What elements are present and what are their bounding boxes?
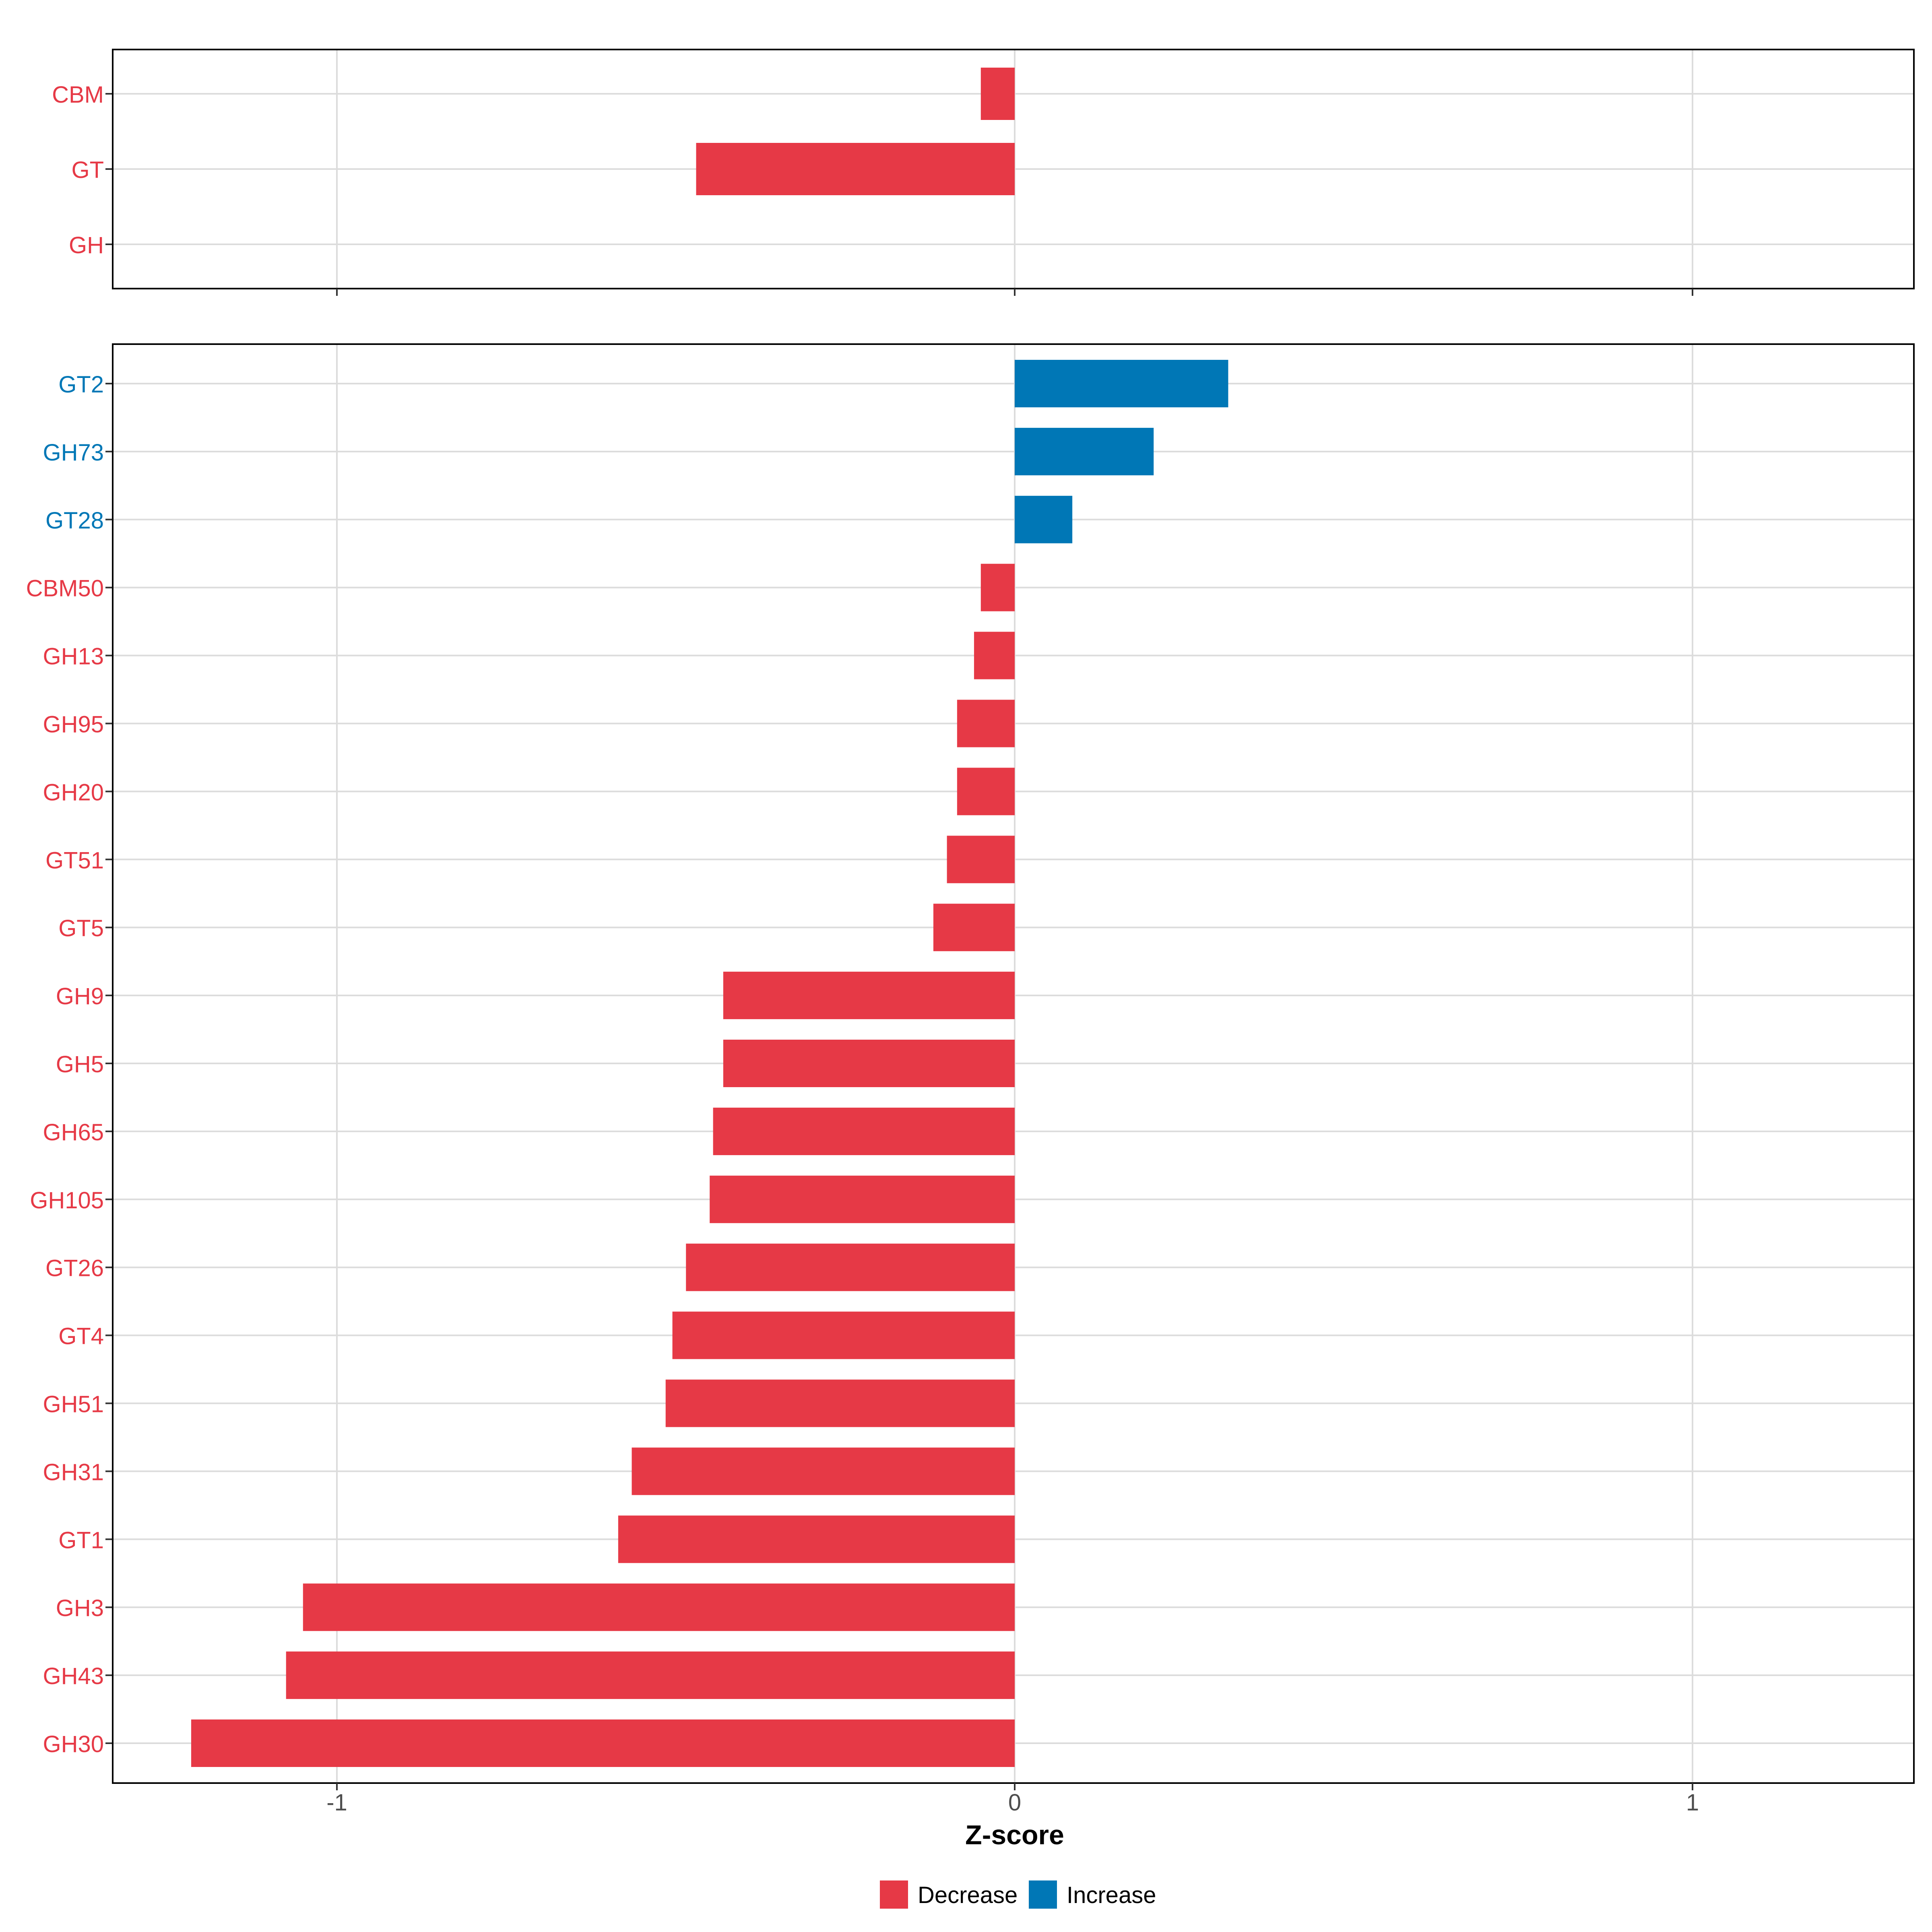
y-label-gh105: GH105: [30, 1187, 104, 1214]
y-label-gt4: GT4: [58, 1323, 104, 1350]
bar-gh65: [713, 1107, 1015, 1155]
bar-cbm50: [980, 564, 1015, 611]
legend-label-increase: Increase: [1067, 1882, 1156, 1908]
bar-gt2: [1015, 360, 1228, 407]
bar-gh95: [957, 700, 1015, 747]
bar-gh105: [710, 1175, 1015, 1223]
bar-gt4: [672, 1311, 1015, 1359]
legend: Decrease Increase: [880, 1880, 1156, 1909]
bar-gh31: [632, 1447, 1015, 1495]
bar-gh43: [286, 1651, 1015, 1699]
y-label-gt2: GT2: [58, 372, 104, 398]
bar-gh30: [191, 1719, 1015, 1767]
bar-gh51: [665, 1379, 1015, 1427]
panel-class-level: CBM GT GH: [52, 49, 1915, 296]
y-label-gh43: GH43: [43, 1663, 104, 1689]
legend-label-decrease: Decrease: [918, 1882, 1018, 1908]
y-label-gh95: GH95: [43, 712, 104, 738]
y-label-gt26: GT26: [45, 1255, 104, 1282]
x-tick-label: 0: [1008, 1790, 1021, 1816]
panel-border: [112, 343, 1915, 1784]
x-axis: -1 0 1: [326, 1790, 1699, 1816]
y-label-gt5: GT5: [58, 915, 104, 941]
y-label-gh65: GH65: [43, 1119, 104, 1146]
y-label-gh30: GH30: [43, 1731, 104, 1757]
y-label-gh20: GH20: [43, 779, 104, 805]
y-label-gh3: GH3: [56, 1595, 104, 1621]
bar-gh73: [1015, 427, 1154, 475]
y-label-gh9: GH9: [56, 983, 104, 1009]
x-tick-label: -1: [326, 1790, 347, 1816]
legend-swatch-increase: [1029, 1880, 1057, 1909]
bar-gh20: [957, 768, 1015, 815]
bar-gt28: [1015, 495, 1073, 543]
y-label-gt: GT: [71, 157, 104, 183]
bar-cbm: [980, 68, 1015, 120]
panel-border: [112, 49, 1915, 289]
bar-gt: [696, 143, 1015, 195]
y-label-gh5: GH5: [56, 1051, 104, 1077]
y-label-gh31: GH31: [43, 1459, 104, 1485]
bar-gh9: [723, 972, 1015, 1020]
legend-swatch-decrease: [880, 1880, 908, 1909]
bar-gt1: [618, 1515, 1015, 1563]
panel-family-level: GT2 GH73 GT28 CBM50 GH13 GH95 GH20 GT51 GT5 GH9 GH…: [26, 343, 1915, 1790]
bar-gh3: [303, 1583, 1015, 1631]
y-label-cbm: CBM: [52, 82, 104, 108]
y-label-gh73: GH73: [43, 440, 104, 466]
bar-gt26: [686, 1243, 1015, 1291]
y-label-gt1: GT1: [58, 1527, 104, 1553]
y-label-gh51: GH51: [43, 1391, 104, 1418]
y-label-cbm50: CBM50: [26, 576, 104, 602]
y-label-gt28: GT28: [45, 508, 104, 534]
y-label-gh: GH: [69, 232, 104, 258]
x-tick-label: 1: [1686, 1790, 1699, 1816]
bar-gh13: [974, 632, 1015, 679]
bar-gt51: [947, 836, 1015, 883]
bar-gh5: [723, 1040, 1015, 1087]
x-axis-title: Z-score: [965, 1820, 1064, 1850]
y-label-gh13: GH13: [43, 644, 104, 670]
y-label-gt51: GT51: [45, 847, 104, 873]
bar-gt5: [933, 904, 1015, 952]
